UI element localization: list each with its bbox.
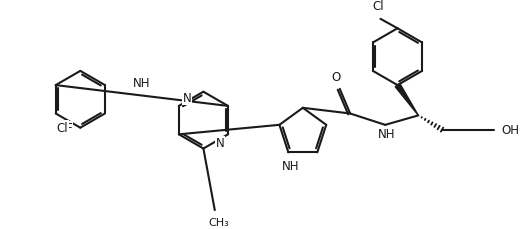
Text: NH: NH (133, 76, 151, 90)
Text: NH: NH (377, 127, 395, 140)
Text: O: O (331, 71, 340, 84)
Polygon shape (395, 84, 418, 116)
Text: N: N (215, 137, 224, 150)
Text: F: F (66, 122, 73, 135)
Text: Cl: Cl (373, 0, 385, 13)
Text: Cl: Cl (57, 122, 68, 134)
Text: OH: OH (502, 123, 520, 136)
Text: CH₃: CH₃ (208, 217, 229, 227)
Text: NH: NH (281, 159, 299, 172)
Text: N: N (182, 92, 192, 105)
